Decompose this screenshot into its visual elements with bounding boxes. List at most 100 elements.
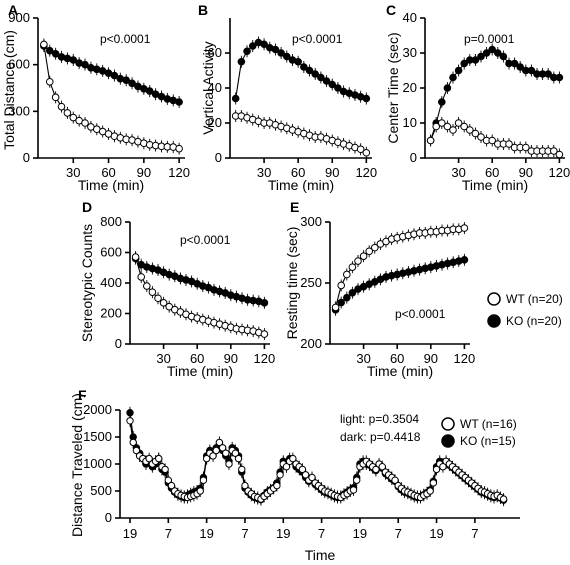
x-axis-label-a: Time (min): [78, 177, 144, 193]
y-tick-label-e: 250: [300, 275, 322, 290]
legend-bottom: WT (n=16) KO (n=15): [441, 417, 517, 448]
x-tick-label-d: 120: [254, 351, 276, 366]
data-point-wt-f: [225, 460, 233, 468]
data-point-wt-c: [471, 129, 480, 138]
data-point-wt-d: [143, 282, 151, 290]
annotation-b: p<0.0001: [292, 32, 343, 46]
x-tick-label-b: 30: [257, 165, 271, 180]
data-point-wt-c: [466, 126, 474, 134]
x-axis-label-b: Time (min): [268, 177, 334, 193]
data-point-wt-d: [137, 273, 145, 281]
data-point-wt-c: [522, 143, 530, 152]
axes-e: [325, 221, 470, 349]
data-point-ko-c: [454, 66, 463, 75]
data-point-wt-e: [365, 247, 374, 256]
y-tick-label-c: 30: [403, 45, 417, 60]
data-point-ko-d: [260, 299, 269, 307]
data-point-wt-f: [426, 487, 434, 495]
data-point-ko-b: [231, 94, 240, 103]
x-tick-label-f: 19: [429, 526, 443, 541]
data-point-wt-f: [499, 495, 508, 503]
x-tick-label-c: 90: [519, 165, 533, 180]
series-a: [40, 38, 183, 155]
data-point-wt-d: [148, 288, 157, 296]
panel-c: C p=0.0001 Time (min) Center Time (sec) …: [385, 2, 570, 193]
data-point-wt-e: [359, 252, 368, 260]
data-point-wt-f: [155, 454, 163, 463]
x-tick-label-e: 90: [424, 351, 438, 366]
x-tick-label-d: 30: [156, 351, 170, 366]
y-tick-label-d: 200: [100, 306, 122, 321]
data-point-wt-f: [129, 438, 137, 447]
data-point-wt-c: [460, 122, 469, 131]
x-axis-label-d: Time (min): [167, 363, 233, 379]
data-point-ko-a: [69, 56, 78, 64]
x-axis-label-f: Time: [305, 547, 336, 563]
panel-a: A p<0.0001 Time (min) Total Distance (cm…: [1, 2, 190, 193]
data-point-ko-c: [516, 63, 525, 71]
x-tick-label-f: 19: [276, 526, 290, 541]
panel-letter-d: D: [82, 199, 92, 215]
panel-letter-a: A: [8, 2, 18, 18]
data-point-wt-f: [212, 446, 220, 455]
data-point-wt-c: [454, 119, 463, 127]
legend-f-ko-marker: [441, 434, 455, 448]
data-point-ko-b: [294, 57, 302, 66]
series-b: [231, 36, 371, 159]
legend-f-wt-marker: [441, 417, 455, 431]
annotation-c: p=0.0001: [464, 32, 515, 46]
x-tick-label-f: 7: [165, 526, 172, 541]
data-point-ko-c: [527, 66, 536, 75]
data-point-wt-f: [429, 479, 438, 487]
y-tick-label-d: 600: [100, 245, 122, 260]
data-point-ko-c: [494, 49, 502, 57]
x-tick-label-f: 7: [318, 526, 325, 541]
annotation-d: p<0.0001: [180, 233, 231, 247]
legend-wt-label: WT (n=20): [506, 292, 563, 306]
series-e: [331, 222, 469, 316]
x-tick-label-c: 30: [451, 165, 465, 180]
y-tick-label-b: 40: [208, 80, 222, 95]
data-point-wt-f: [273, 481, 281, 490]
x-tick-label-a: 60: [101, 165, 115, 180]
data-point-ko-a: [122, 76, 130, 85]
data-point-ko-a: [145, 87, 154, 95]
data-point-wt-e: [331, 303, 340, 312]
data-point-ko-c: [449, 73, 457, 82]
data-point-wt-a: [57, 102, 66, 111]
data-point-wt-c: [426, 136, 435, 145]
data-point-wt-e: [460, 224, 469, 232]
x-tick-label-e: 30: [356, 351, 370, 366]
data-point-wt-a: [45, 77, 54, 86]
data-point-wt-f: [276, 471, 284, 479]
y-tick-label-e: 200: [300, 336, 322, 351]
data-point-wt-d: [260, 330, 269, 338]
x-tick-label-f: 7: [241, 526, 248, 541]
y-tick-label-c: 10: [403, 115, 417, 130]
y-axis-label-e: Resting time (sec): [284, 227, 300, 340]
data-point-ko-e: [343, 293, 351, 302]
data-point-wt-f: [238, 465, 246, 474]
data-point-ko-a: [175, 98, 183, 106]
axes-b: [225, 18, 372, 163]
x-tick-label-a: 30: [66, 165, 80, 180]
data-point-ko-b: [248, 42, 257, 50]
x-tick-label-e: 60: [390, 351, 404, 366]
data-point-ko-a: [51, 49, 60, 58]
data-point-ko-b: [328, 80, 337, 89]
data-point-ko-c: [499, 52, 508, 61]
y-axis-label-f: Distance Traveled (cm): [69, 393, 85, 537]
data-point-ko-c: [510, 59, 519, 68]
annotation-a: p<0.0001: [100, 32, 151, 46]
data-point-ko-c: [555, 73, 564, 82]
x-tick-label-c: 60: [485, 165, 499, 180]
data-point-wt-d: [154, 294, 162, 303]
data-point-ko-c: [443, 84, 452, 92]
data-point-ko-b: [271, 45, 280, 54]
legend-wt-marker: [487, 292, 501, 306]
data-point-wt-a: [81, 119, 89, 127]
data-point-wt-f: [126, 417, 134, 425]
legend-ko-marker: [487, 314, 501, 328]
data-point-ko-a: [45, 46, 54, 55]
